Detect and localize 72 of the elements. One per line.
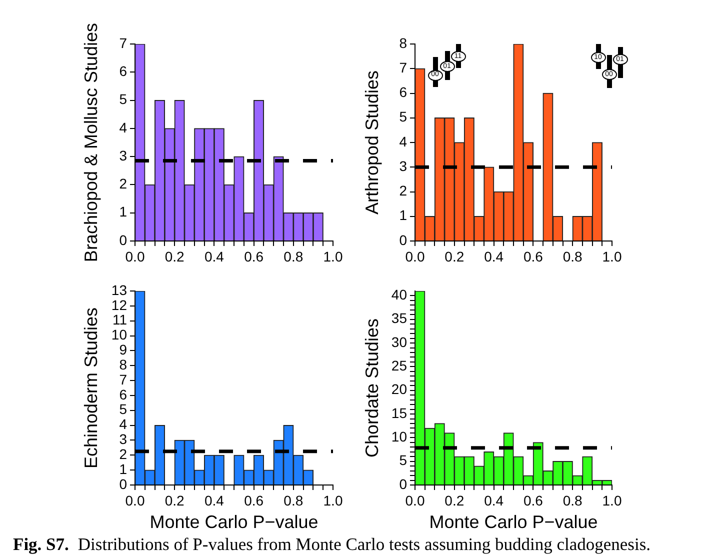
y-tick-label: 11 xyxy=(112,312,128,328)
y-axis-title: Chordate Studies xyxy=(362,318,382,458)
y-tick-label: 3 xyxy=(119,431,128,448)
y-tick-label: 8 xyxy=(399,34,408,51)
y-tick-label: 20 xyxy=(391,381,408,398)
y-tick-label: 6 xyxy=(399,84,408,100)
y-tick-label: 5 xyxy=(119,91,128,108)
x-tick-label: 0.0 xyxy=(405,248,425,264)
y-axis-title: Echinoderm Studies xyxy=(80,307,101,469)
x-tick-label: 0.8 xyxy=(562,248,583,264)
y-tick-label: 3 xyxy=(119,147,128,164)
x-tick-label: 0.6 xyxy=(523,248,544,264)
y-tick-label: 30 xyxy=(391,334,408,350)
y-tick-label: 7 xyxy=(119,371,128,388)
y-axis-title: Brachiopod & Mollusc Studies xyxy=(80,22,101,262)
x-tick-label: 0.2 xyxy=(444,248,464,264)
y-tick-label: 40 xyxy=(391,286,408,303)
y-tick-label: 6 xyxy=(119,63,128,79)
y-tick-label: 1 xyxy=(119,204,128,220)
x-axis-title: Monte Carlo P−value xyxy=(150,512,318,532)
text: Distributions of P-values from Monte Carlo tests assuming budding cladogenesis. xyxy=(78,534,650,554)
y-axis-title: Arthropod Studies xyxy=(362,70,382,215)
x-tick-label: 1.0 xyxy=(323,248,343,264)
x-tick-label: 0.0 xyxy=(125,492,145,508)
y-tick-label: 2 xyxy=(119,176,128,192)
y-tick-label: 8 xyxy=(119,356,128,372)
x-tick-label: 0.6 xyxy=(523,492,544,508)
y-tick-label: 1 xyxy=(119,460,128,477)
x-tick-label: 0.4 xyxy=(204,248,224,264)
y-tick-label: 2 xyxy=(399,182,408,199)
x-tick-label: 0.6 xyxy=(244,492,264,508)
y-tick-label: 5 xyxy=(119,401,128,418)
x-axis-title: Monte Carlo P−value xyxy=(429,512,598,532)
x-tick-label: 0.4 xyxy=(484,492,504,508)
x-tick-label: 0.8 xyxy=(284,492,304,508)
x-tick-label: 0.8 xyxy=(284,248,304,264)
x-tick-label: 0.4 xyxy=(484,248,504,264)
x-tick-label: 1.0 xyxy=(323,492,343,508)
x-tick-label: 0.4 xyxy=(204,492,224,508)
y-tick-label: 5 xyxy=(399,452,408,468)
y-tick-label: 9 xyxy=(119,342,128,358)
y-tick-label: 0 xyxy=(399,476,408,492)
y-tick-label: 5 xyxy=(399,108,408,125)
x-tick-label: 0.0 xyxy=(405,492,425,508)
y-tick-label: 25 xyxy=(391,358,408,374)
y-tick-label: 13 xyxy=(111,282,128,298)
x-tick-label: 0.2 xyxy=(164,492,185,508)
y-tick-label: 35 xyxy=(391,310,408,326)
x-tick-label: 1.0 xyxy=(602,492,622,508)
y-tick-label: 4 xyxy=(399,133,408,150)
x-tick-label: 1.0 xyxy=(602,248,622,264)
y-tick-label: 3 xyxy=(399,158,408,174)
y-tick-label: 4 xyxy=(119,416,128,432)
caption: Fig. S7. xyxy=(13,534,69,554)
y-tick-label: 15 xyxy=(391,404,408,421)
x-tick-label: 0.8 xyxy=(562,492,583,508)
x-tick-label: 0.0 xyxy=(125,248,145,264)
y-tick-label: 10 xyxy=(391,428,408,445)
y-tick-label: 2 xyxy=(119,446,128,462)
y-tick-label: 0 xyxy=(399,232,408,248)
y-tick-label: 12 xyxy=(111,296,128,313)
y-tick-label: 0 xyxy=(119,476,128,492)
x-tick-label: 0.2 xyxy=(164,248,185,264)
y-tick-label: 7 xyxy=(119,34,128,51)
y-tick-label: 0 xyxy=(119,232,128,248)
y-tick-label: 7 xyxy=(399,59,408,76)
x-tick-label: 0.2 xyxy=(444,492,464,508)
y-tick-label: 6 xyxy=(119,386,128,402)
y-tick-label: 10 xyxy=(111,326,128,343)
y-tick-label: 1 xyxy=(399,207,408,224)
y-tick-label: 4 xyxy=(119,119,128,136)
x-tick-label: 0.6 xyxy=(244,248,264,264)
